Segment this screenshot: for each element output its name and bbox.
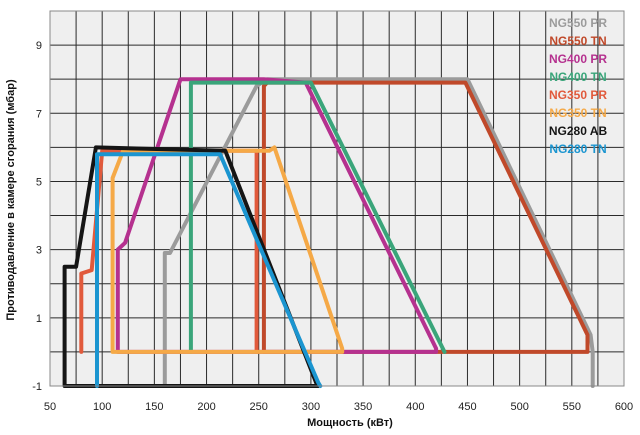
- series-line-ng280-tn: [95, 152, 323, 388]
- x-tick-label: 400: [406, 401, 424, 413]
- series-lines: [62, 77, 595, 388]
- y-axis-label: Противодавление в камере сгорания (мбар): [5, 79, 17, 321]
- x-tick-label: 600: [615, 401, 633, 413]
- legend-item: NG280 AB: [549, 124, 608, 138]
- legend-item: NG400 TN: [549, 70, 606, 84]
- x-tick-labels: 50 100 150 200 250 300 350 400 450 500 550 600: [44, 401, 633, 413]
- x-tick-label: 250: [250, 401, 268, 413]
- legend-item: NG350 PR: [549, 88, 607, 102]
- legend-item: NG550 TN: [549, 34, 606, 48]
- x-axis-label: Мощность (кВт): [307, 417, 393, 429]
- series-line-ng400-pr: [115, 77, 439, 354]
- legend-item: NG280 TN: [549, 142, 606, 156]
- y-tick-label: 9: [36, 40, 42, 52]
- series-line-ng400-tn: [188, 80, 447, 354]
- y-tick-labels: -1 1 3 5 7 9: [32, 40, 42, 393]
- x-tick-label: 150: [145, 401, 163, 413]
- x-tick-label: 550: [563, 401, 581, 413]
- legend: NG550 PR NG550 TN NG400 PR NG400 TN NG350 PR…: [549, 16, 608, 156]
- y-tick-label: -1: [32, 381, 42, 393]
- series-line-ng350-tn: [110, 145, 345, 354]
- series-line-ng550-tn: [261, 80, 590, 354]
- plot-border: [49, 10, 625, 387]
- y-tick-label: 5: [36, 176, 42, 188]
- x-tick-label: 300: [302, 401, 320, 413]
- y-tick-label: 3: [36, 245, 42, 257]
- x-tick-label: 50: [44, 401, 56, 413]
- x-tick-label: 200: [197, 401, 215, 413]
- x-tick-label: 450: [458, 401, 476, 413]
- legend-item: NG350 TN: [549, 106, 606, 120]
- y-tick-label: 7: [36, 108, 42, 120]
- x-tick-label: 100: [93, 401, 111, 413]
- x-tick-label: 500: [510, 401, 528, 413]
- x-tick-label: 350: [354, 401, 372, 413]
- y-tick-label: 1: [36, 313, 42, 325]
- legend-item: NG400 PR: [549, 52, 607, 66]
- legend-item: NG550 PR: [549, 16, 607, 30]
